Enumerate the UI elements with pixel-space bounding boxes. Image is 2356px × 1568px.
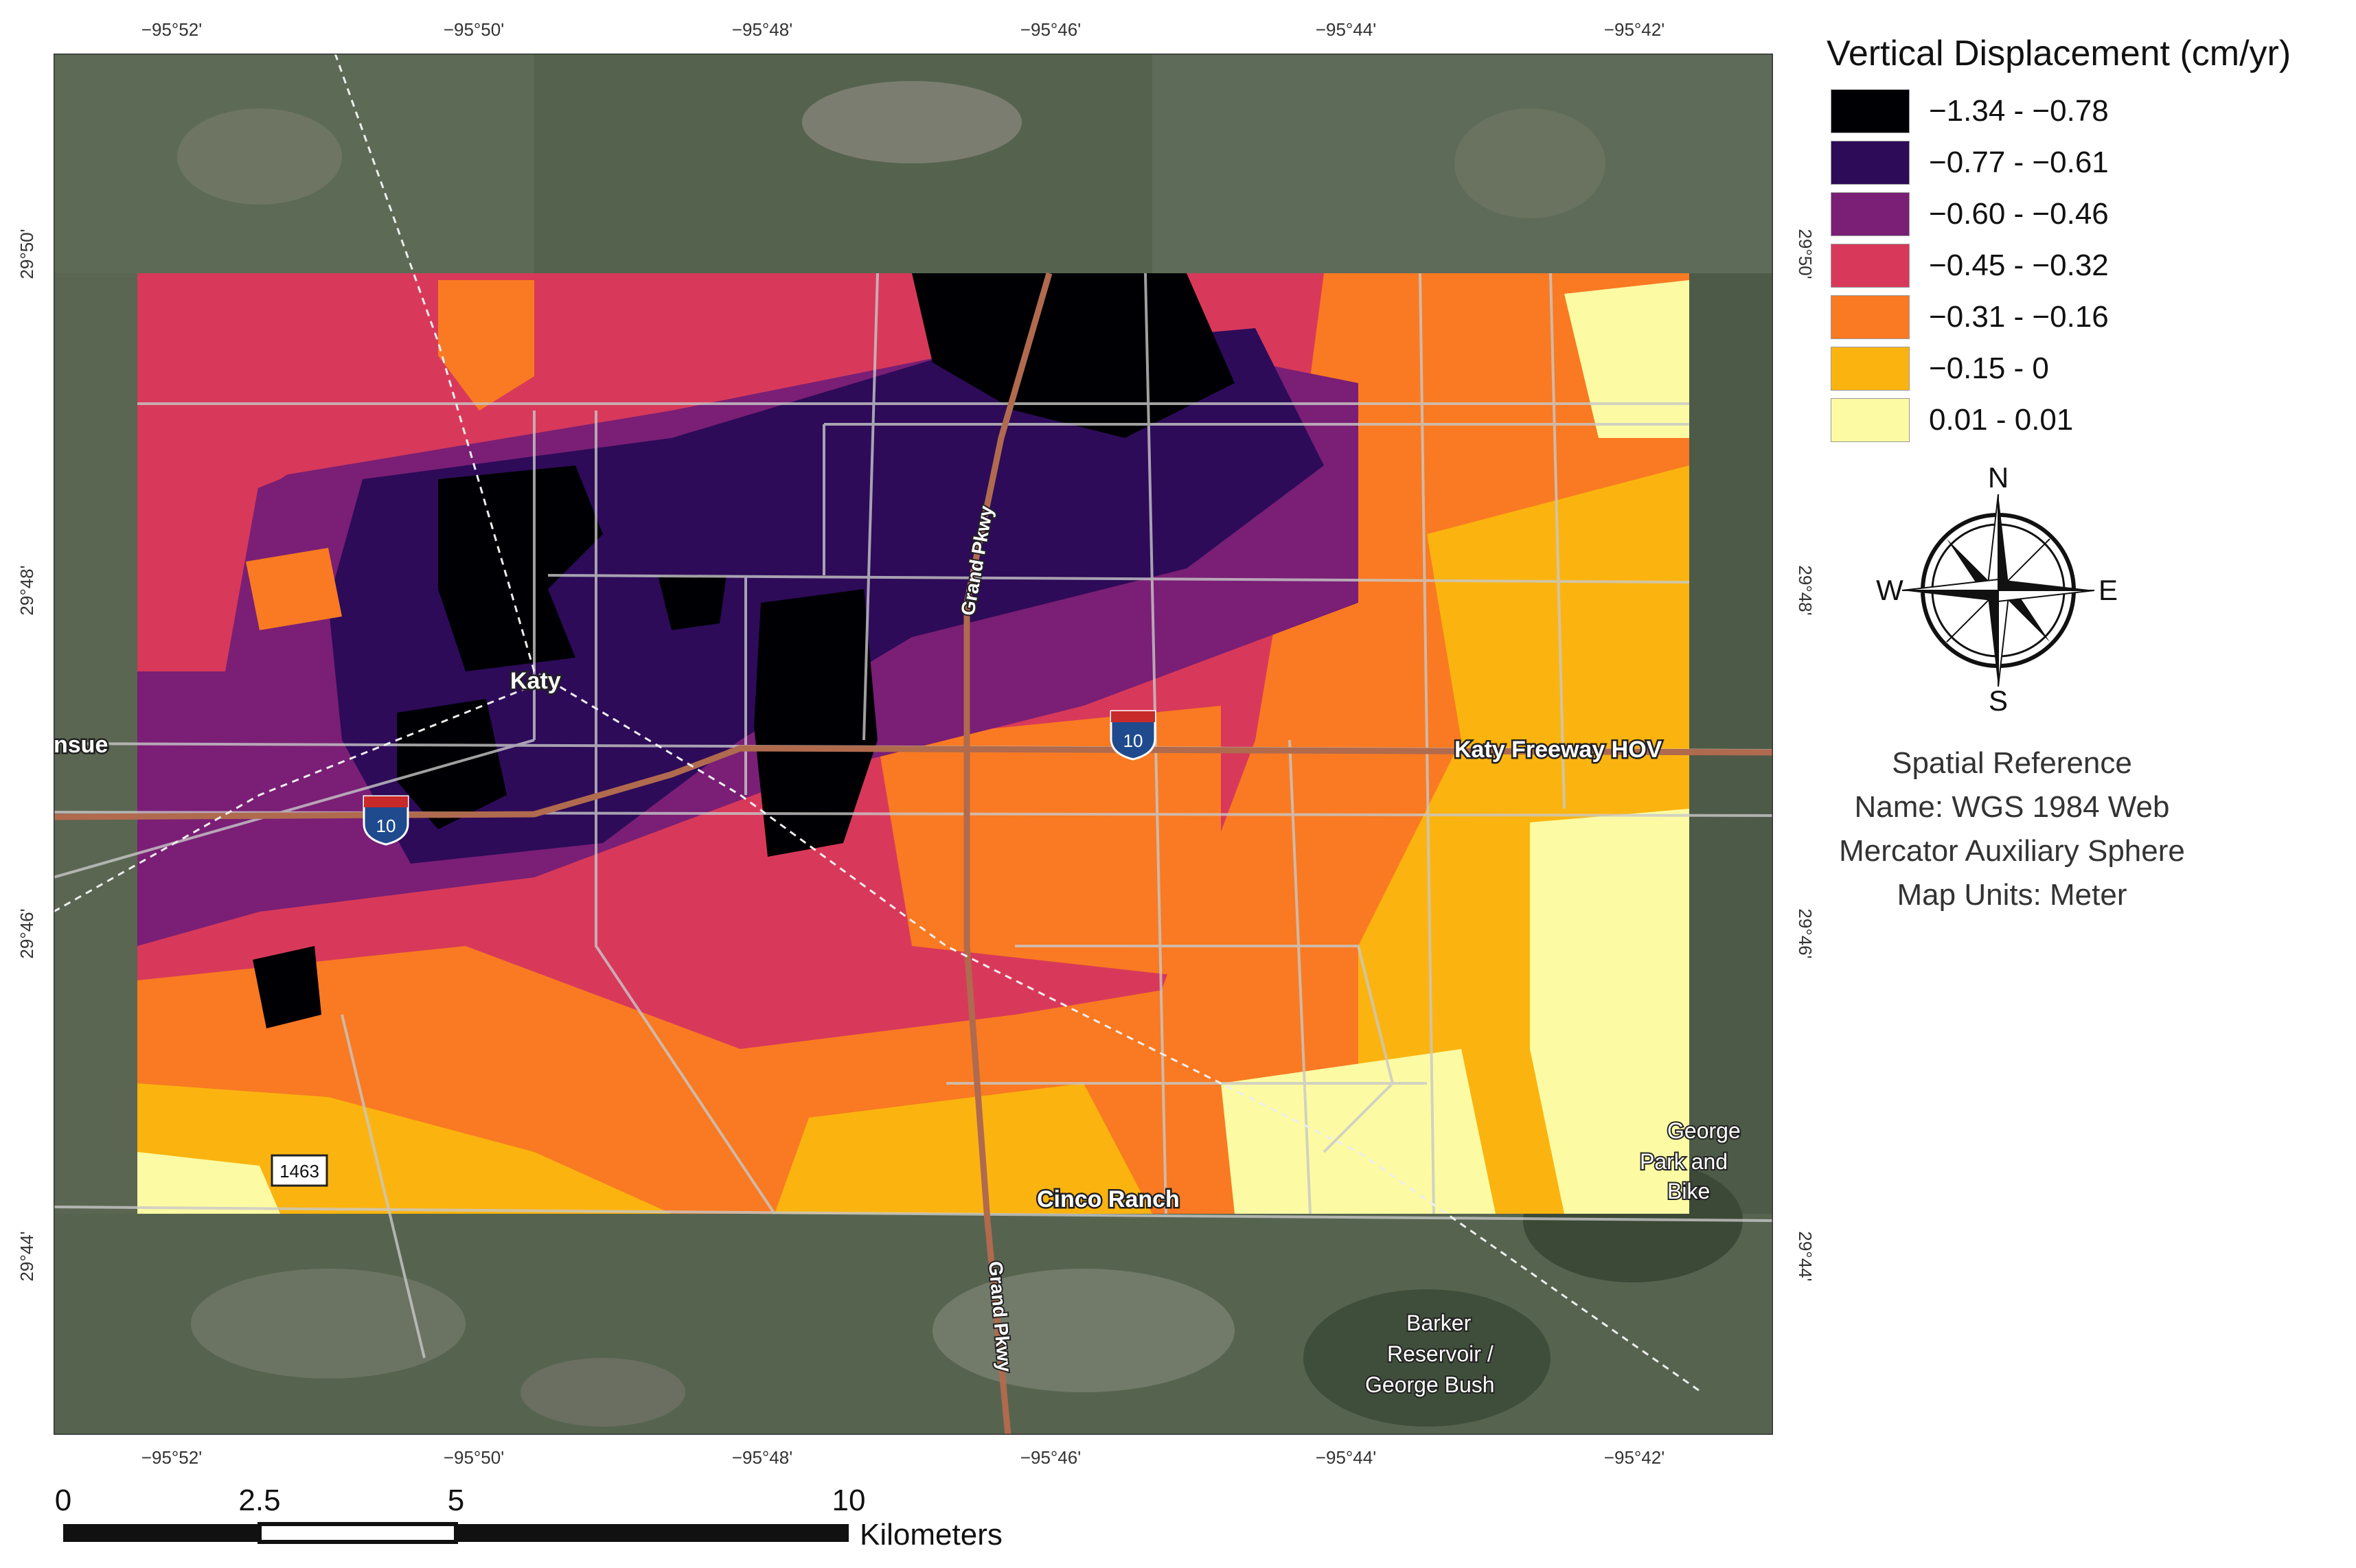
lon-bottom-1: −95°52' (141, 1447, 202, 1468)
katy-freeway-label: Katy Freeway HOV (1454, 737, 1662, 763)
legend-label: −0.60 - −0.46 (1929, 197, 2109, 231)
interstate-number: 10 (1123, 730, 1143, 751)
scale-tick-10: 10 (832, 1484, 866, 1517)
legend-label: 0.01 - 0.01 (1929, 403, 2074, 437)
legend-item: −0.15 - 0 (1831, 347, 2049, 391)
interstate-number: 10 (376, 816, 396, 836)
lon-bottom-3: −95°48' (732, 1447, 792, 1468)
lat-right-2: 29°48' (1795, 565, 1816, 615)
spatial-reference-line-2: Name: WGS 1984 Web (1854, 790, 2170, 824)
lat-left-4: 29°44' (16, 1231, 37, 1281)
compass-south: S (1989, 684, 2008, 714)
scale-segment-3 (456, 1524, 849, 1542)
place-barker-2: Reservoir / (1387, 1341, 1494, 1366)
place-barker-1: Barker (1406, 1311, 1472, 1335)
legend-label: −0.77 - −0.61 (1929, 146, 2109, 179)
lon-top-2: −95°50' (444, 19, 504, 40)
place-brookshire-partial: nsue (54, 732, 108, 758)
scale-tick-0: 0 (55, 1484, 71, 1517)
lat-right-1: 29°50' (1795, 229, 1816, 279)
legend-swatch (1831, 347, 1910, 391)
lat-right-3: 29°46' (1795, 908, 1816, 958)
spatial-reference-line-1: Spatial Reference (1892, 746, 2132, 780)
place-barker-3: George Bush (1365, 1372, 1495, 1397)
fm-1463-shield: 1463 (271, 1154, 328, 1187)
spatial-reference-line-3: Mercator Auxiliary Sphere (1839, 834, 2185, 868)
lon-top-1: −95°52' (141, 19, 202, 40)
place-cinco-ranch: Cinco Ranch (1037, 1186, 1180, 1212)
interstate-shield-east: 10 (1110, 710, 1156, 761)
place-george-park-2: Park and (1640, 1149, 1728, 1174)
legend-swatch (1831, 398, 1910, 442)
compass-north: N (1988, 467, 2009, 494)
compass-west: W (1876, 574, 1903, 606)
scale-unit: Kilometers (860, 1518, 1003, 1552)
legend-label: −0.15 - 0 (1929, 351, 2049, 385)
spatial-reference: Spatial Reference Name: WGS 1984 Web Mer… (1785, 741, 2239, 917)
fm-number: 1463 (279, 1161, 319, 1181)
scale-tick-5: 5 (448, 1484, 464, 1517)
lon-top-5: −95°44' (1316, 19, 1376, 40)
map-frame[interactable]: Katy nsue Katy Freeway HOV Cinco Ranch G… (52, 52, 1774, 1436)
lon-bottom-4: −95°46' (1020, 1447, 1081, 1468)
scale-bar: 0 2.5 5 10 Kilometers (55, 1484, 1003, 1552)
spatial-reference-line-4: Map Units: Meter (1897, 878, 2127, 912)
coordinate-labels: −95°52' −95°50' −95°48' −95°46' −95°44' … (16, 19, 1816, 1468)
legend-label: −0.45 - −0.32 (1929, 249, 2109, 282)
legend-item: −0.31 - −0.16 (1831, 295, 2109, 339)
lon-bottom-2: −95°50' (444, 1447, 504, 1468)
scale-segment-1 (63, 1524, 260, 1542)
map-canvas[interactable]: Katy nsue Katy Freeway HOV Cinco Ranch G… (52, 52, 1774, 1436)
place-katy: Katy (510, 668, 561, 694)
legend-item: −0.45 - −0.32 (1831, 244, 2109, 288)
place-george-park-1: George (1667, 1118, 1741, 1143)
place-george-park-3: Bike (1667, 1179, 1710, 1203)
lat-left-1: 29°50' (16, 229, 37, 279)
legend-swatch (1831, 295, 1910, 339)
legend-label: −1.34 - −0.78 (1929, 94, 2109, 128)
legend-item: −1.34 - −0.78 (1831, 89, 2109, 133)
legend-swatch (1831, 141, 1910, 185)
lon-top-3: −95°48' (732, 19, 792, 40)
lon-bottom-5: −95°44' (1316, 1447, 1376, 1468)
lon-top-6: −95°42' (1604, 19, 1665, 40)
interstate-shield-west: 10 (363, 795, 409, 846)
scale-tick-2-5: 2.5 (238, 1484, 280, 1517)
legend-label: −0.31 - −0.16 (1929, 300, 2109, 334)
legend-swatch (1831, 244, 1910, 288)
legend-item: −0.77 - −0.61 (1831, 141, 2109, 185)
legend-item: −0.60 - −0.46 (1831, 192, 2109, 236)
lat-left-2: 29°48' (16, 565, 37, 615)
lon-bottom-6: −95°42' (1604, 1447, 1665, 1468)
lat-left-3: 29°46' (16, 908, 37, 958)
scale-segment-2 (258, 1522, 458, 1544)
lon-top-4: −95°46' (1020, 19, 1081, 40)
legend-swatch (1831, 192, 1910, 236)
lat-right-4: 29°44' (1795, 1231, 1816, 1281)
north-arrow-compass-icon: N S W E (1876, 467, 2118, 714)
legend-title: Vertical Displacement (cm/yr) (1827, 34, 2291, 73)
legend-swatch (1831, 89, 1910, 133)
boundary-lines (53, 53, 1702, 1394)
legend-item: 0.01 - 0.01 (1831, 398, 2073, 442)
compass-east: E (2098, 574, 2118, 606)
road-network (53, 273, 1774, 1359)
